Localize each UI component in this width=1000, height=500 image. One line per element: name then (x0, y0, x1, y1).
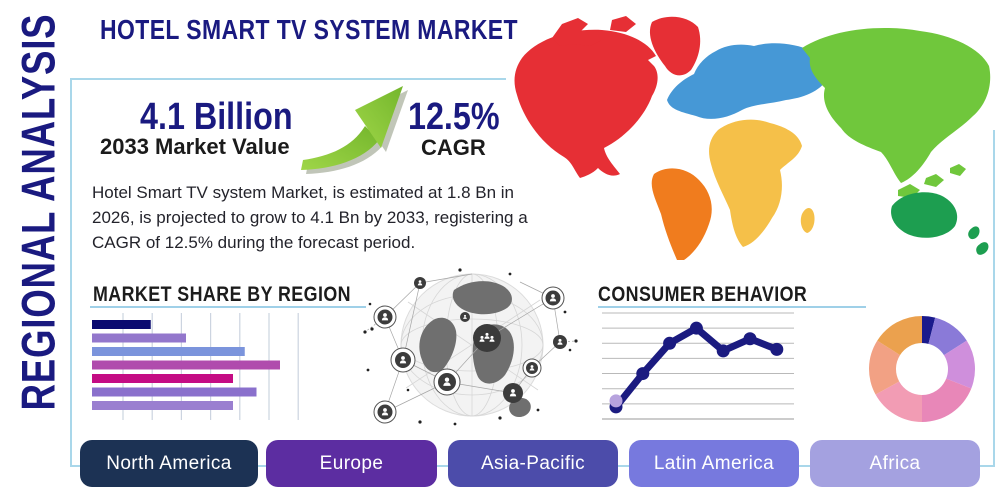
market-value-label: 2033 Market Value (100, 134, 290, 159)
region-button-north-america[interactable]: North America (80, 440, 258, 487)
map-japan (963, 91, 980, 112)
map-south-america (651, 168, 712, 260)
world-map (514, 16, 991, 260)
region-button-label: Europe (319, 452, 384, 474)
cagr-label: CAGR (421, 135, 486, 160)
bar-region-6 (92, 387, 257, 397)
map-africa (709, 119, 802, 247)
region-button-europe[interactable]: Europe (266, 440, 437, 487)
market-share-section-title: MARKET SHARE BY REGION (93, 283, 351, 306)
market-share-underline (90, 306, 366, 308)
content-box-border-top (70, 78, 506, 80)
region-button-label: North America (106, 452, 232, 474)
map-north-america (514, 29, 658, 178)
map-arctic-islands (552, 16, 636, 46)
map-madagascar (800, 208, 815, 233)
map-greenland (649, 16, 701, 76)
donut-slice-3 (943, 340, 975, 389)
side-label-regional-analysis: REGIONAL ANALYSIS (11, 13, 65, 411)
donut-slice-6 (869, 340, 901, 395)
map-europe (667, 43, 830, 119)
map-british-isles (697, 77, 712, 92)
consumer-behavior-line-chart (602, 312, 794, 420)
line-point (663, 336, 677, 350)
map-australia (891, 192, 958, 238)
consumer-behavior-underline (598, 306, 866, 308)
bar-region-4 (92, 360, 280, 370)
region-button-asia-pacific[interactable]: Asia-Pacific (448, 440, 618, 487)
line-point (716, 344, 730, 358)
region-button-label: Latin America (653, 452, 775, 474)
regional-share-donut-chart (869, 316, 975, 422)
content-box-border-right (993, 130, 995, 467)
consumer-behavior-section-title: CONSUMER BEHAVIOR (598, 283, 808, 306)
donut-slice-7 (877, 316, 922, 356)
line-start-point (609, 394, 623, 408)
cagr-stat: 12.5% (408, 96, 500, 138)
line-point (770, 342, 784, 356)
growth-arrow-icon (301, 86, 408, 174)
bar-region-2 (92, 333, 186, 343)
donut-slice-2 (928, 317, 967, 356)
page-title: HOTEL SMART TV SYSTEM MARKET (100, 14, 518, 45)
bar-region-5 (92, 374, 233, 383)
map-new-zealand (968, 226, 989, 255)
donut-slice-5 (875, 381, 922, 422)
line-point (689, 321, 703, 335)
region-button-latin-america[interactable]: Latin America (629, 440, 799, 487)
bar-region-7 (92, 401, 233, 410)
network-node-icons (373, 277, 567, 424)
map-southeast-asia-islands (898, 164, 966, 198)
market-share-bar-chart (92, 313, 299, 420)
region-button-label: Africa (869, 452, 921, 474)
map-asia (802, 27, 991, 184)
market-summary-text: Hotel Smart TV system Market, is estimat… (92, 183, 528, 252)
donut-slice-4 (922, 378, 972, 422)
region-button-label: Asia-Pacific (480, 452, 586, 474)
market-value-stat: 4.1 Billion (140, 96, 293, 138)
bar-region-1 (92, 320, 151, 329)
line-point (743, 332, 757, 346)
region-button-africa[interactable]: Africa (810, 440, 980, 487)
content-box-border-left (70, 78, 72, 467)
donut-slice-1 (922, 316, 936, 344)
globe-network-graphic (363, 268, 578, 426)
line-point (636, 367, 650, 381)
bar-region-3 (92, 347, 245, 356)
